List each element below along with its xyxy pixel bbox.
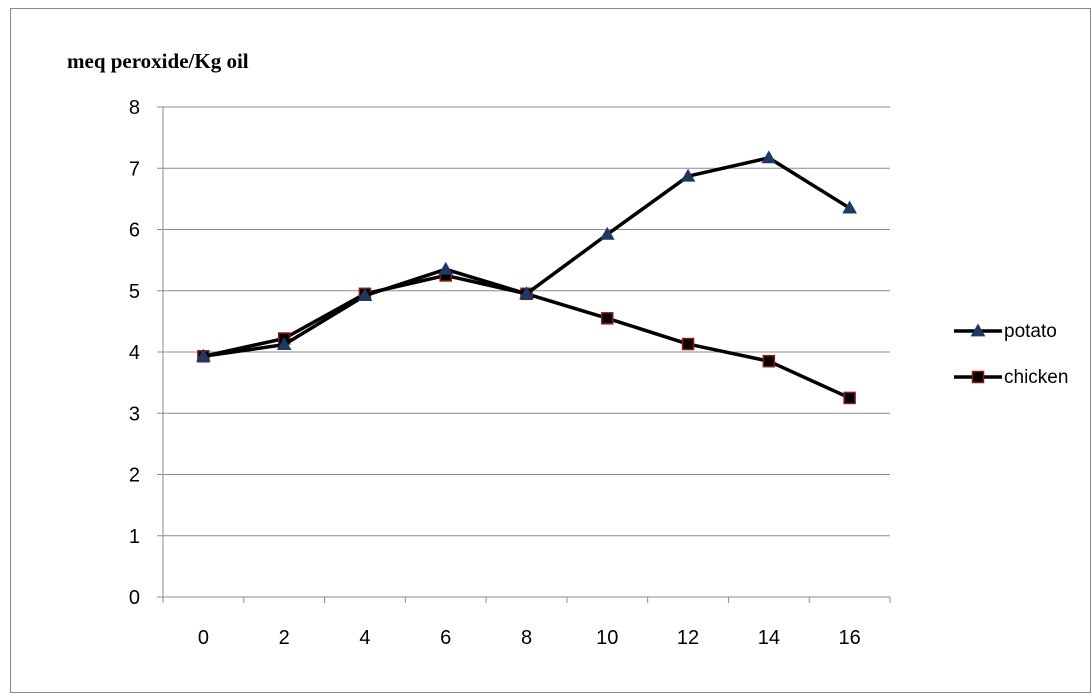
- y-axis-title: meq peroxide/Kg oil: [67, 49, 249, 73]
- y-tick-label: 8: [129, 97, 140, 119]
- y-tick-label: 2: [129, 465, 140, 487]
- legend-item-potato: potato: [954, 321, 1057, 342]
- x-tick-label: 4: [359, 627, 370, 649]
- legend-marker-potato: [970, 323, 986, 337]
- legend-marker-chicken: [971, 370, 985, 384]
- data-point-potato: [276, 337, 292, 351]
- y-tick-label: 6: [129, 220, 140, 242]
- legend-item-chicken: chicken: [954, 367, 1068, 388]
- x-tick-label: 2: [279, 627, 290, 649]
- y-tick-label: 1: [129, 526, 140, 548]
- data-point-chicken: [762, 354, 776, 368]
- chart-border: [10, 8, 1091, 693]
- x-tick-label: 16: [838, 627, 860, 649]
- y-tick-label: 5: [129, 281, 140, 303]
- y-tick-label: 4: [129, 342, 140, 364]
- data-point-potato: [842, 200, 857, 214]
- x-tick-label: 0: [198, 627, 209, 649]
- y-tick-label: 3: [129, 403, 140, 425]
- data-point-potato: [357, 288, 373, 302]
- data-point-potato: [599, 226, 615, 240]
- x-tick-label: 10: [596, 627, 618, 649]
- x-tick-label: 12: [677, 627, 699, 649]
- data-point-chicken: [601, 312, 614, 325]
- x-tick-label: 8: [521, 627, 532, 649]
- y-tick-label: 0: [129, 587, 140, 609]
- x-tick-label: 6: [440, 627, 451, 649]
- y-tick-label: 7: [129, 158, 140, 180]
- series-layer: [196, 150, 857, 405]
- legend: potato chicken: [954, 321, 1068, 388]
- data-point-potato: [680, 168, 696, 182]
- data-point-potato: [196, 348, 211, 362]
- x-tick-label: 14: [758, 627, 780, 649]
- legend-label-potato: potato: [1004, 321, 1057, 342]
- series-potato: [196, 150, 857, 362]
- data-point-potato: [519, 286, 534, 300]
- data-point-potato: [438, 261, 454, 275]
- data-point-chicken: [681, 337, 695, 351]
- data-point-potato: [761, 150, 777, 164]
- data-point-chicken: [843, 391, 856, 405]
- legend-label-chicken: chicken: [1004, 367, 1068, 388]
